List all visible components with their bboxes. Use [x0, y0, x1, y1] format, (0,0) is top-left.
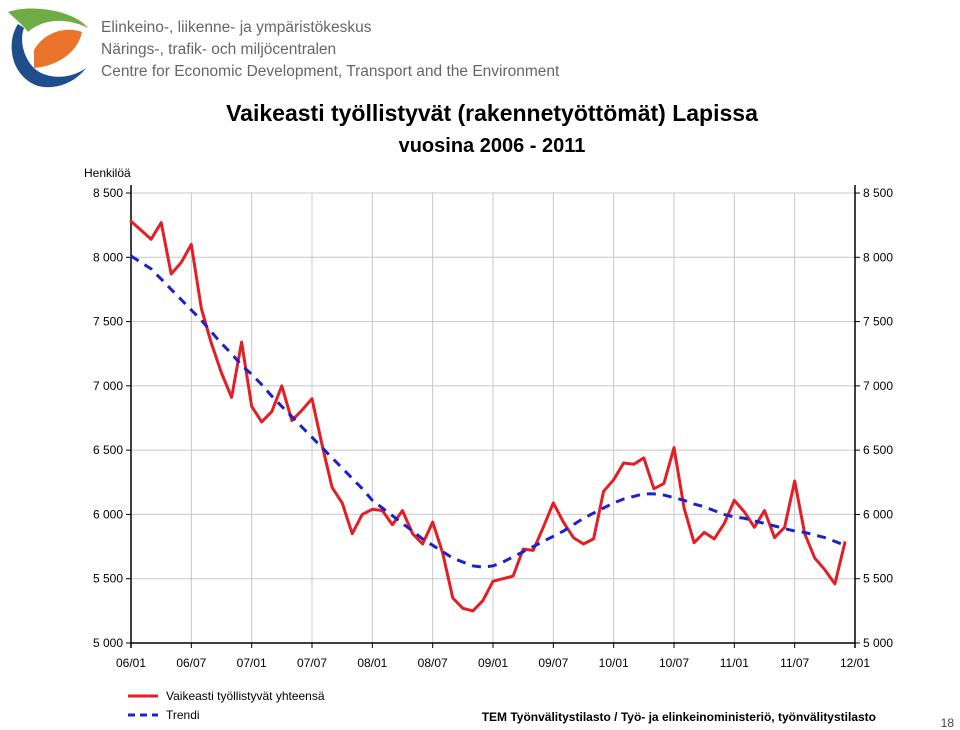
- ely-logo: [8, 8, 88, 88]
- y-tick-label-left: 8 000: [93, 250, 123, 264]
- y-tick-label-right: 7 500: [863, 315, 893, 329]
- x-tick-label: 12/01: [840, 656, 870, 670]
- logo-green-leaf: [8, 8, 88, 32]
- x-tick-label: 07/07: [297, 656, 327, 670]
- y-tick-label-left: 7 000: [93, 379, 123, 393]
- y-tick-label-left: 8 500: [93, 186, 123, 200]
- x-tick-label: 07/01: [237, 656, 267, 670]
- org-name-en: Centre for Economic Development, Transpo…: [101, 63, 560, 80]
- legend-label: Vaikeasti työllistyvät yhteensä: [166, 689, 325, 703]
- legend-label: Trendi: [166, 708, 200, 722]
- x-tick-label: 10/07: [659, 656, 689, 670]
- source-note: TEM Työnvälitystilasto / Työ- ja elinkei…: [482, 710, 876, 724]
- x-tick-label: 06/07: [176, 656, 206, 670]
- x-tick-label: 10/01: [599, 656, 629, 670]
- y-tick-label-right: 6 500: [863, 443, 893, 457]
- x-tick-label: 08/07: [418, 656, 448, 670]
- y-tick-label-left: 6 000: [93, 507, 123, 521]
- series-line-trend: [130, 254, 846, 569]
- y-tick-label-right: 5 500: [863, 572, 893, 586]
- y-tick-label-right: 5 000: [863, 636, 893, 650]
- x-tick-label: 11/01: [720, 656, 749, 670]
- y-tick-label-right: 8 000: [863, 250, 893, 264]
- y-tick-label-right: 7 000: [863, 379, 893, 393]
- y-tick-label-right: 6 000: [863, 507, 893, 521]
- x-tick-label: 06/01: [116, 656, 146, 670]
- organization-name: Elinkeino-, liikenne- ja ympäristökeskus…: [101, 17, 559, 83]
- x-tick-label: 09/01: [478, 656, 508, 670]
- logo-blue-arc: [11, 24, 87, 88]
- chart-subtitle: vuosina 2006 - 2011: [398, 135, 586, 157]
- x-tick-label: 09/07: [538, 656, 568, 670]
- y-tick-label-left: 5 000: [93, 636, 123, 650]
- x-tick-label: 08/01: [357, 656, 387, 670]
- x-tick-label: 11/07: [780, 656, 809, 670]
- org-name-sv: Närings-, trafik- och miljöcentralen: [101, 41, 337, 58]
- y-tick-label-left: 6 500: [93, 443, 123, 457]
- y-tick-label-right: 8 500: [863, 186, 893, 200]
- logo-orange-leaf: [34, 29, 82, 68]
- series-line-total: [129, 219, 847, 613]
- y-axis-label: Henkilöä: [84, 166, 131, 180]
- chart-title: Vaikeasti työllistyvät (rakennetyöttömät…: [226, 100, 758, 126]
- page-number: 18: [940, 716, 954, 730]
- org-name-fi: Elinkeino-, liikenne- ja ympäristökeskus: [101, 19, 372, 36]
- y-tick-label-left: 5 500: [93, 572, 123, 586]
- y-tick-label-left: 7 500: [93, 315, 123, 329]
